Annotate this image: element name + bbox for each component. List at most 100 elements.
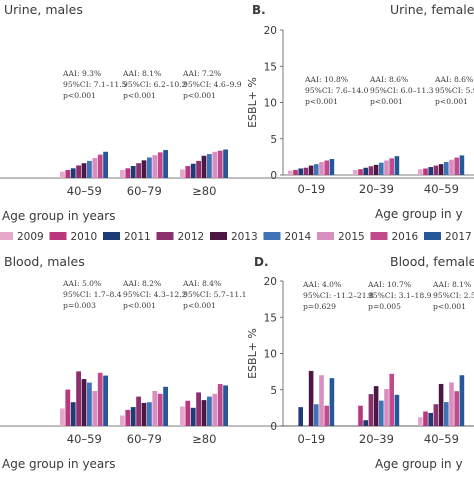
bar-1-1-2009 [353, 169, 358, 175]
panel-1-annotation-p: p<0.001 [435, 97, 468, 106]
panel-3-category-label: 40–59 [424, 432, 459, 446]
legend-label-2010: 2010 [71, 231, 98, 243]
panel-3-category-label: 0–19 [298, 432, 326, 446]
bar-2-1-2013 [81, 379, 87, 426]
bar-2-2-2013 [141, 402, 147, 426]
bar-3-0-2017 [329, 378, 335, 426]
bar-0-2-2014 [147, 157, 152, 178]
bar-3-2-2017 [459, 375, 465, 426]
legend-label-2014: 2014 [285, 231, 312, 243]
panel-1-category-label: 20–39 [359, 182, 394, 196]
panel-0-annotation-p: p<0.001 [63, 91, 96, 100]
legend-swatch-2013 [210, 232, 227, 240]
panel-1-annotation-ci: 95%CI: 5.9 [435, 86, 474, 95]
legend-swatch-2016 [370, 232, 388, 240]
legend-label-2015: 2015 [338, 231, 365, 243]
bar-3-1-2015 [384, 389, 389, 426]
bar-1-2-2016 [454, 157, 459, 175]
bar-1-2-2009 [418, 169, 423, 175]
panel-0-annotation-aai: AAI: 7.2% [182, 69, 221, 78]
bar-0-2-2011 [130, 166, 136, 178]
panel-3-y-tick-label: 20 [264, 276, 277, 288]
bar-3-1-2017 [394, 394, 400, 426]
panel-1-annotation-ci: 95%CI: 7.6–14.0 [305, 86, 369, 95]
panel-1-y-tick-label: 0 [270, 170, 277, 182]
bar-1-0-2015 [319, 161, 324, 175]
panel-3-x-axis-label: Age group in y [375, 457, 463, 471]
panel-0-x-axis-label: Age group in years [2, 209, 115, 223]
bar-2-3-2014 [207, 396, 212, 426]
bar-1-1-2014 [379, 162, 384, 175]
bar-3-2-2009 [418, 417, 423, 426]
legend-swatch-2011 [103, 232, 120, 240]
panel-2-category-label: 40–59 [67, 432, 102, 446]
panel-0-annotation-ci: 95%CI: 6.2–10.2 [123, 80, 187, 89]
panel-3-y-tick-label: 0 [270, 421, 277, 433]
panel-2-x-axis-label: Age group in years [2, 457, 115, 471]
bar-2-2-2011 [130, 407, 136, 426]
bar-0-3-2017 [223, 149, 228, 178]
panel-2-category-label: 60–79 [127, 432, 162, 446]
panel-0-annotation-p: p<0.001 [123, 91, 156, 100]
bar-2-2-2016 [157, 393, 163, 426]
panel-0-title: Urine, males [4, 2, 83, 17]
bar-3-1-2011 [363, 420, 368, 426]
bar-3-2-2016 [454, 391, 459, 426]
legend-swatch-2015 [317, 232, 334, 240]
bar-0-2-2013 [141, 160, 147, 178]
panel-1-y-tick-label: 20 [264, 25, 277, 37]
bar-3-1-2013 [373, 386, 379, 426]
panel-3-annotation-ci: 95%CI: 3.1–18.9 [368, 291, 432, 300]
panel-1-x-axis-label: Age group in y [375, 207, 463, 221]
bar-1-2-2011 [428, 167, 433, 175]
bar-3-0-2015 [319, 375, 324, 426]
bar-3-1-2014 [379, 400, 384, 426]
panel-0-annotation-ci: 95%CI: 4.6–9.9 [183, 80, 242, 89]
panel-3-annotation-p: p<0.001 [433, 302, 466, 311]
panel-0-annotation-aai: AAI: 9.3% [62, 69, 101, 78]
bar-3-0-2011 [298, 407, 303, 426]
legend-label-2016: 2016 [392, 231, 419, 243]
bar-1-0-2014 [314, 164, 319, 175]
panel-3-annotation-aai: AAI: 10.7% [367, 280, 411, 289]
panel-2-annotation-p: p<0.001 [183, 301, 216, 310]
bar-3-2-2010 [423, 411, 428, 426]
bar-2-2-2014 [147, 402, 152, 426]
panel-3-y-tick-label: 5 [270, 385, 277, 397]
bar-3-2-2014 [444, 402, 449, 426]
bar-2-2-2017 [163, 386, 168, 426]
panel-1-annotation-ci: 95%CI: 6.0–11.3 [370, 86, 434, 95]
bar-2-3-2016 [217, 384, 223, 426]
bar-3-2-2011 [428, 412, 433, 426]
bar-3-1-2010 [358, 405, 363, 426]
bar-0-1-2017 [103, 151, 108, 178]
bar-3-0-2013 [308, 370, 314, 426]
bar-0-2-2010 [125, 168, 131, 178]
legend-label-2009: 2009 [17, 231, 44, 243]
bar-0-3-2011 [190, 163, 196, 178]
panel-2-annotation-p: p=0.003 [63, 301, 96, 310]
bar-3-2-2015 [449, 382, 454, 426]
bar-1-1-2015 [384, 160, 389, 175]
panel-1-category-label: 40–59 [424, 182, 459, 196]
bar-2-1-2012 [76, 371, 81, 426]
panel-2-annotation-ci: 95%CI: 5.7–11.1 [183, 290, 246, 299]
panel-2-category-label: ≥80 [192, 432, 216, 446]
legend-swatch-2017 [424, 232, 441, 240]
panel-0-annotation-p: p<0.001 [183, 91, 216, 100]
panel-1-y-tick-label: 5 [270, 134, 277, 146]
panel-1-letter: B. [252, 3, 266, 17]
bar-0-2-2016 [157, 152, 163, 178]
bar-0-2-2009 [120, 170, 125, 178]
legend-label-2013: 2013 [231, 231, 258, 243]
bar-1-2-2014 [444, 161, 449, 175]
panel-0-annotation-ci: 95%CI: 7.1–11.5 [63, 80, 127, 89]
bar-0-1-2016 [97, 154, 103, 178]
panel-2-title: Blood, males [4, 254, 85, 269]
bar-1-2-2013 [438, 164, 444, 175]
legend-label-2012: 2012 [178, 231, 205, 243]
panel-3-annotation-ci: 95%CI: -11.2–21.8 [303, 291, 374, 300]
bar-0-3-2013 [201, 155, 207, 178]
panel-1-annotation-aai: AAI: 8.6% [434, 75, 473, 84]
bar-3-0-2014 [314, 404, 319, 426]
